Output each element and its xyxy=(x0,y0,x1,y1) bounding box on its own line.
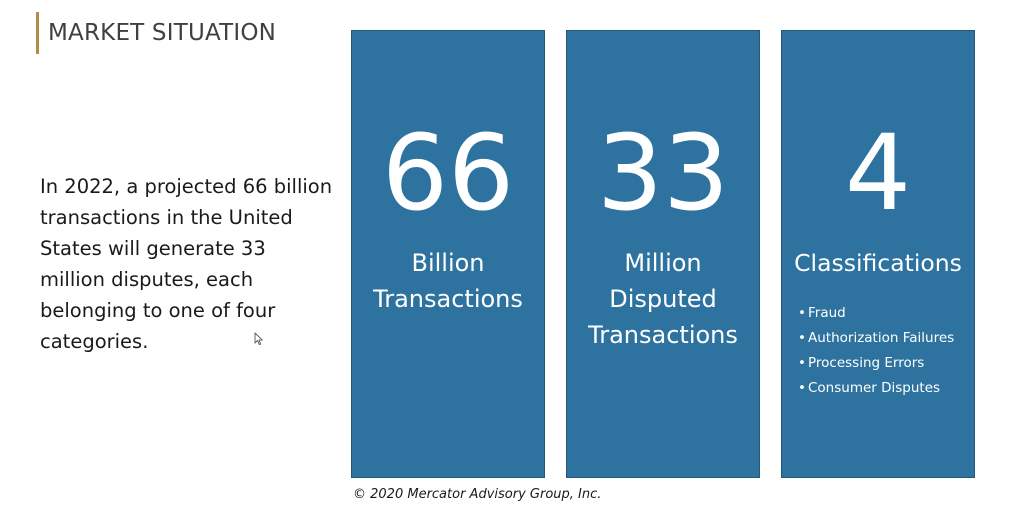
stat-number: 66 xyxy=(381,112,515,234)
stat-label-line: Disputed xyxy=(609,285,717,313)
list-item-text: Consumer Disputes xyxy=(808,380,941,396)
list-item-text: Fraud xyxy=(808,305,846,321)
slide-title: MARKET SITUATION xyxy=(48,20,277,46)
list-item: • Processing Errors xyxy=(798,351,954,376)
stat-label-line: Billion xyxy=(411,249,485,277)
list-item: • Fraud xyxy=(798,301,954,326)
stat-card-disputes: 33 Million Disputed Transactions xyxy=(566,30,760,478)
intro-text: In 2022, a projected 66 billion transact… xyxy=(40,175,333,353)
stat-number: 4 xyxy=(844,112,912,234)
list-item-text: Processing Errors xyxy=(808,355,925,371)
stat-label-line: Classifications xyxy=(794,249,962,277)
classification-list: • Fraud • Authorization Failures • Processi… xyxy=(798,301,954,401)
stat-label-line: Transactions xyxy=(373,285,523,313)
stat-card-classifications: 4 Classifications • Fraud • Authorization … xyxy=(781,30,975,478)
mouse-pointer-icon xyxy=(254,332,263,346)
list-item: • Consumer Disputes xyxy=(798,376,954,401)
list-item-text: Authorization Failures xyxy=(808,330,955,346)
title-accent-bar: MARKET SITUATION xyxy=(36,12,276,54)
stat-card-transactions: 66 Billion Transactions xyxy=(351,30,545,478)
bullet-icon: • xyxy=(798,380,806,396)
bullet-icon: • xyxy=(798,330,806,346)
stat-label: Million Disputed Transactions xyxy=(567,245,759,353)
stat-label: Classifications xyxy=(782,245,974,281)
stat-number: 33 xyxy=(596,112,730,234)
bullet-icon: • xyxy=(798,355,806,371)
stat-label: Billion Transactions xyxy=(352,245,544,317)
bullet-icon: • xyxy=(798,305,806,321)
stat-label-line: Million xyxy=(624,249,702,277)
stat-label-line: Transactions xyxy=(588,321,738,349)
list-item: • Authorization Failures xyxy=(798,326,954,351)
copyright-footer: © 2020 Mercator Advisory Group, Inc. xyxy=(353,487,602,502)
